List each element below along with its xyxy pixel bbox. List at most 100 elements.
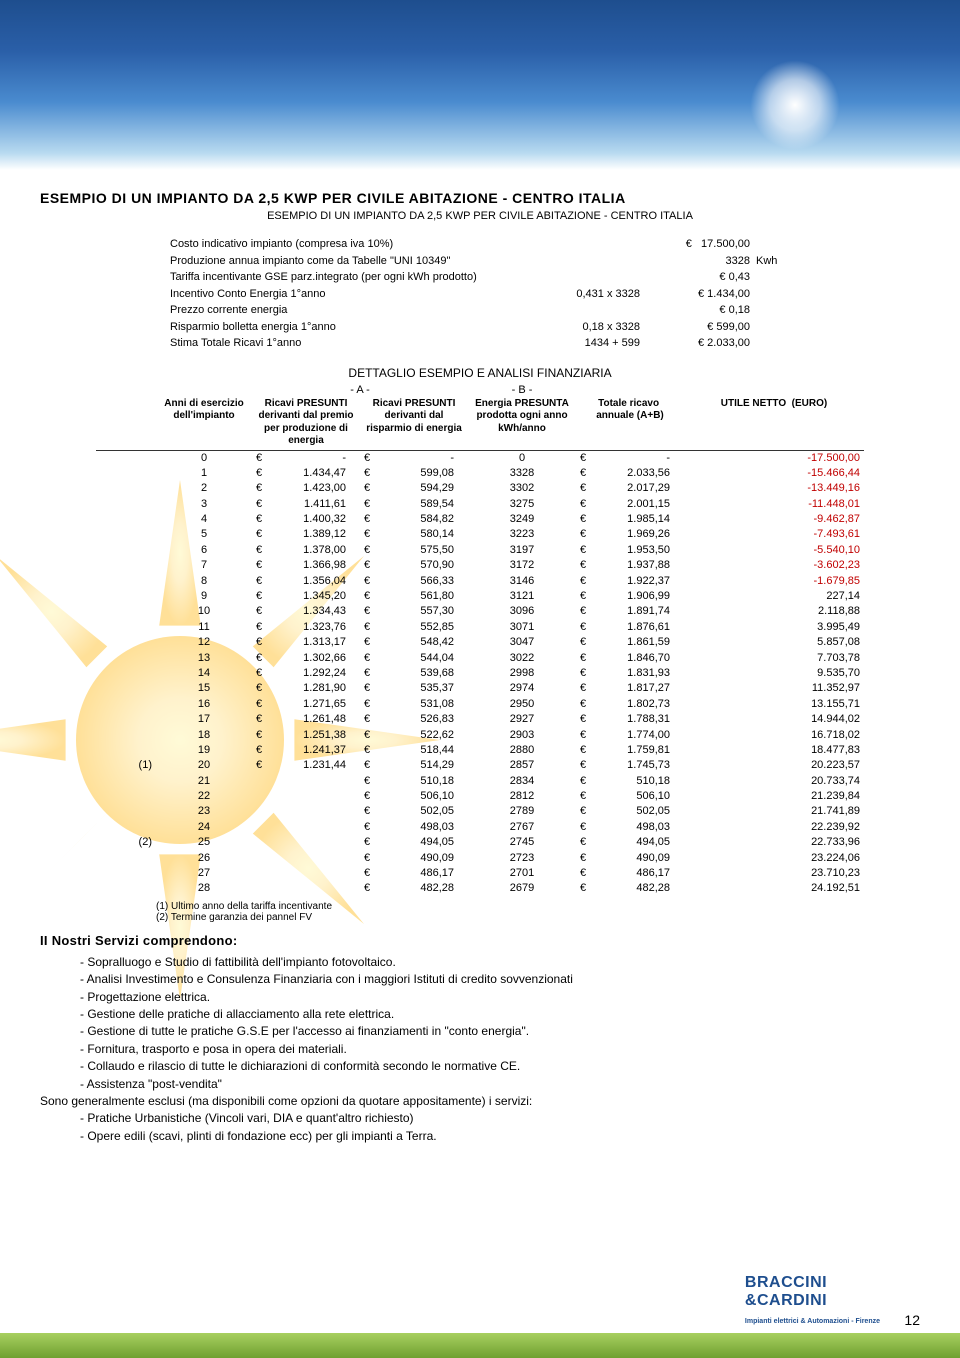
- info-mid: [550, 302, 650, 319]
- row-side: [96, 881, 156, 896]
- table-row: 17€1.261,48€526,832927€1.788,3114.944,02: [96, 712, 864, 727]
- row-year: 20: [156, 758, 252, 773]
- row-year: 21: [156, 774, 252, 789]
- row-profit: 16.718,02: [684, 728, 864, 743]
- th-ricA: Ricavi PRESUNTI derivanti dal premio per…: [252, 396, 360, 450]
- row-ricA: [252, 866, 360, 881]
- subtitle: ESEMPIO DI UN IMPIANTO DA 2,5 KWP PER CI…: [40, 210, 920, 222]
- row-total: €1.985,14: [576, 512, 684, 527]
- row-total: €-: [576, 451, 684, 466]
- row-ricB: €594,29: [360, 481, 468, 496]
- row-profit: -13.449,16: [684, 481, 864, 496]
- row-ricB: €510,18: [360, 774, 468, 789]
- row-total: €1.906,99: [576, 589, 684, 604]
- row-ricB: €561,80: [360, 589, 468, 604]
- row-ricB: €526,83: [360, 712, 468, 727]
- row-ricB: €522,62: [360, 728, 468, 743]
- row-energy: 3096: [468, 604, 576, 619]
- row-energy: 2723: [468, 851, 576, 866]
- row-profit: 18.477,83: [684, 743, 864, 758]
- row-ricA: €1.281,90: [252, 681, 360, 696]
- info-row: Prezzo corrente energia€ 0,18: [170, 302, 790, 319]
- row-energy: 2857: [468, 758, 576, 773]
- row-year: 12: [156, 635, 252, 650]
- row-total: €502,05: [576, 804, 684, 819]
- row-ricA: €1.313,17: [252, 635, 360, 650]
- row-side: [96, 543, 156, 558]
- row-total: €1.891,74: [576, 604, 684, 619]
- info-row: Costo indicativo impianto (compresa iva …: [170, 236, 790, 253]
- table-row: 14€1.292,24€539,682998€1.831,939.535,70: [96, 666, 864, 681]
- table-row: 4€1.400,32€584,823249€1.985,14-9.462,87: [96, 512, 864, 527]
- logo-line1: BRACCINI: [745, 1274, 827, 1291]
- row-side: [96, 512, 156, 527]
- table-row: 19€1.241,37€518,442880€1.759,8118.477,83: [96, 743, 864, 758]
- services-title: II Nostri Servizi comprendono:: [40, 933, 920, 948]
- row-total: €1.876,61: [576, 620, 684, 635]
- table-row: 23€502,052789€502,0521.741,89: [96, 804, 864, 819]
- row-total: €2.033,56: [576, 466, 684, 481]
- row-ricB: €498,03: [360, 820, 468, 835]
- service-item: - Analisi Investimento e Consulenza Fina…: [80, 971, 920, 988]
- row-year: 0: [156, 451, 252, 466]
- info-label: Prezzo corrente energia: [170, 302, 550, 319]
- footnotes: (1) Ultimo anno della tariffa incentivan…: [96, 901, 864, 923]
- row-profit: -1.679,85: [684, 574, 864, 589]
- row-energy: 2745: [468, 835, 576, 850]
- row-year: 2: [156, 481, 252, 496]
- row-year: 22: [156, 789, 252, 804]
- row-energy: 3172: [468, 558, 576, 573]
- footer-grass: [0, 1333, 960, 1358]
- row-ricB: €535,37: [360, 681, 468, 696]
- th-tot: Totale ricavo annuale (A+B): [576, 396, 684, 450]
- row-side: [96, 789, 156, 804]
- row-energy: 2701: [468, 866, 576, 881]
- row-profit: 21.741,89: [684, 804, 864, 819]
- row-side: [96, 728, 156, 743]
- table-row: 10€1.334,43€557,303096€1.891,742.118,88: [96, 604, 864, 619]
- info-label: Stima Totale Ricavi 1°anno: [170, 335, 550, 352]
- info-val: € 1.434,00: [650, 286, 750, 303]
- row-year: 13: [156, 651, 252, 666]
- row-year: 7: [156, 558, 252, 573]
- row-year: 19: [156, 743, 252, 758]
- row-total: €494,05: [576, 835, 684, 850]
- row-ricA: €1.389,12: [252, 527, 360, 542]
- row-side: [96, 620, 156, 635]
- row-energy: 0: [468, 451, 576, 466]
- row-ricA: €1.334,43: [252, 604, 360, 619]
- row-ricA: €-: [252, 451, 360, 466]
- row-ricA: €1.261,48: [252, 712, 360, 727]
- row-energy: 2880: [468, 743, 576, 758]
- row-energy: 2927: [468, 712, 576, 727]
- row-profit: 5.857,08: [684, 635, 864, 650]
- row-energy: 2950: [468, 697, 576, 712]
- row-ricB: €531,08: [360, 697, 468, 712]
- table-row: 11€1.323,76€552,853071€1.876,613.995,49: [96, 620, 864, 635]
- row-profit: 11.352,97: [684, 681, 864, 696]
- table-row: 28€482,282679€482,2824.192,51: [96, 881, 864, 896]
- main-title: ESEMPIO DI UN IMPIANTO DA 2,5 KWP PER CI…: [40, 190, 920, 206]
- company-logo: BRACCINI &CARDINI Impianti elettrici & A…: [745, 1274, 880, 1328]
- row-side: [96, 651, 156, 666]
- info-label: Incentivo Conto Energia 1°anno: [170, 286, 550, 303]
- row-ricB: €518,44: [360, 743, 468, 758]
- row-profit: 227,14: [684, 589, 864, 604]
- row-ricB: €552,85: [360, 620, 468, 635]
- info-mid: 1434 + 599: [550, 335, 650, 352]
- service-item: - Collaudo e rilascio di tutte le dichia…: [80, 1058, 920, 1075]
- row-ricB: €584,82: [360, 512, 468, 527]
- row-side: [96, 681, 156, 696]
- row-year: 15: [156, 681, 252, 696]
- table-row: 16€1.271,65€531,082950€1.802,7313.155,71: [96, 697, 864, 712]
- table-row: 3€1.411,61€589,543275€2.001,15-11.448,01: [96, 497, 864, 512]
- row-ricA: €1.366,98: [252, 558, 360, 573]
- row-ricA: €1.302,66: [252, 651, 360, 666]
- row-ricA: €1.400,32: [252, 512, 360, 527]
- row-profit: 13.155,71: [684, 697, 864, 712]
- row-energy: 3047: [468, 635, 576, 650]
- row-ricA: €1.411,61: [252, 497, 360, 512]
- row-profit: 20.223,57: [684, 758, 864, 773]
- row-ricA: €1.271,65: [252, 697, 360, 712]
- row-side: [96, 527, 156, 542]
